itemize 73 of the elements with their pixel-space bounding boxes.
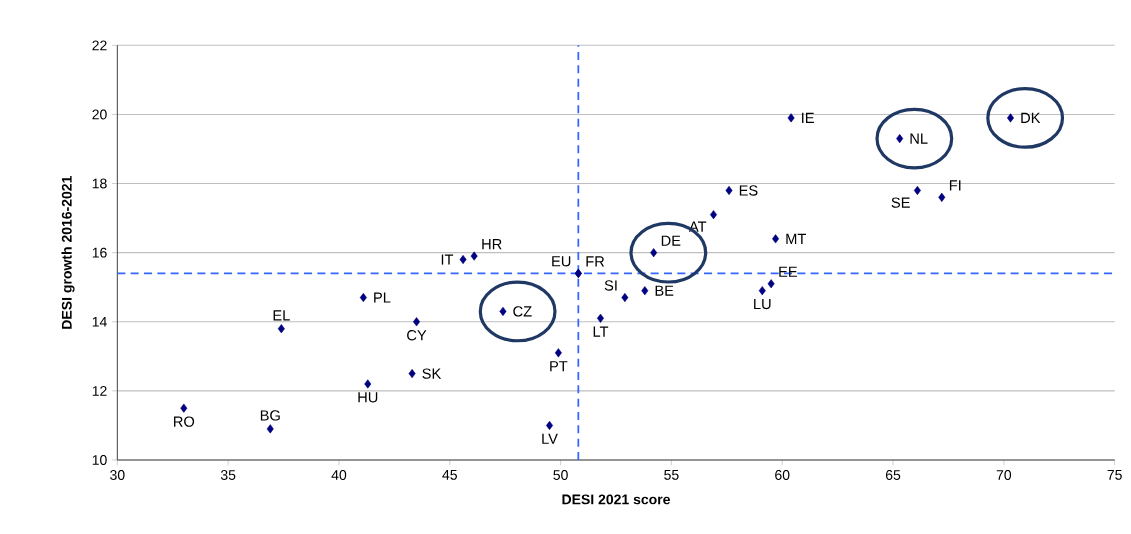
x-tick-label: 60: [775, 470, 790, 480]
annotation: EL: [273, 310, 290, 321]
point: [459, 255, 467, 265]
y-axis-title: DESI growth 2016-2021: [61, 176, 75, 329]
point: [710, 210, 717, 220]
annotation: NL: [910, 133, 928, 144]
point: [896, 134, 904, 144]
x-tick-label: 70: [996, 470, 1012, 480]
annotation: EU: [552, 256, 571, 267]
point: [938, 192, 946, 202]
y-tick-label: 12: [92, 386, 107, 396]
annotation: CY: [407, 330, 427, 341]
x-tick-label: 30: [110, 470, 125, 480]
annotation: RO: [174, 416, 195, 427]
point: [787, 113, 795, 123]
point: [650, 248, 658, 258]
y-tick-label: 20: [92, 109, 107, 120]
x-tick-label: 40: [331, 470, 347, 480]
point: [266, 424, 274, 434]
point: [913, 185, 921, 195]
annotation: IT: [441, 254, 454, 265]
x-tick-label: 55: [664, 470, 679, 480]
point: [546, 420, 553, 430]
point: [767, 279, 775, 289]
y-tick-label: 16: [92, 247, 107, 258]
y-tick-label: 14: [92, 316, 107, 327]
annotation: MT: [786, 233, 807, 244]
annotation: IE: [802, 112, 814, 123]
annotation: PT: [550, 361, 568, 372]
annotation: SE: [891, 197, 910, 208]
annotation: FR: [586, 256, 605, 267]
point: [554, 348, 562, 358]
x-tick-label: 35: [220, 470, 236, 480]
annotation: HR: [482, 239, 502, 250]
annotation: LU: [754, 298, 771, 310]
annotation: SK: [422, 368, 442, 379]
point: [499, 306, 507, 316]
point: [359, 293, 367, 303]
point: [641, 286, 649, 296]
point: [758, 286, 766, 296]
annotation: PL: [374, 292, 391, 303]
x-tick-label: 75: [1107, 470, 1122, 480]
y-tick-label: 22: [92, 40, 107, 51]
annotation: ES: [739, 185, 758, 196]
point: [364, 379, 372, 389]
annotation: BE: [655, 285, 674, 296]
annotation: DE: [661, 235, 681, 246]
point: [180, 403, 188, 413]
annotation: HU: [358, 392, 378, 403]
annotation: CZ: [513, 306, 532, 317]
point: [470, 251, 478, 261]
point: [413, 317, 421, 327]
annotation: DK: [1021, 112, 1041, 123]
annotation: LT: [593, 326, 609, 337]
point: [277, 324, 285, 334]
x-tick-label: 65: [885, 470, 901, 480]
annotation: EE: [779, 266, 797, 277]
y-tick-label: 18: [92, 178, 107, 189]
point: [1007, 113, 1014, 123]
point: [408, 369, 416, 379]
point: [772, 234, 780, 244]
x-tick-label: 50: [553, 470, 568, 480]
annotation: FI: [949, 180, 961, 191]
x-tick-label: 45: [442, 470, 457, 480]
annotation: AT: [688, 221, 707, 232]
point: [597, 313, 604, 323]
y-tick-label: 10: [92, 455, 107, 465]
point: [725, 185, 733, 195]
point: [621, 293, 629, 303]
x-axis-title: DESI 2021 score: [562, 494, 670, 505]
annotation: SI: [604, 280, 617, 291]
annotation: BG: [260, 410, 280, 421]
annotation: LV: [542, 433, 558, 444]
